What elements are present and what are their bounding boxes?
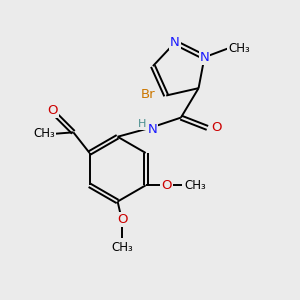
Text: H: H — [138, 119, 146, 129]
Text: CH₃: CH₃ — [33, 127, 55, 140]
Text: O: O — [212, 122, 222, 134]
Text: CH₃: CH₃ — [111, 241, 133, 254]
Text: O: O — [117, 213, 127, 226]
Text: Br: Br — [141, 88, 155, 100]
Text: N: N — [170, 36, 180, 49]
Text: N: N — [200, 51, 209, 64]
Text: N: N — [148, 123, 157, 136]
Text: O: O — [161, 179, 172, 192]
Text: CH₃: CH₃ — [184, 179, 206, 192]
Text: O: O — [47, 104, 58, 117]
Text: CH₃: CH₃ — [228, 42, 250, 55]
